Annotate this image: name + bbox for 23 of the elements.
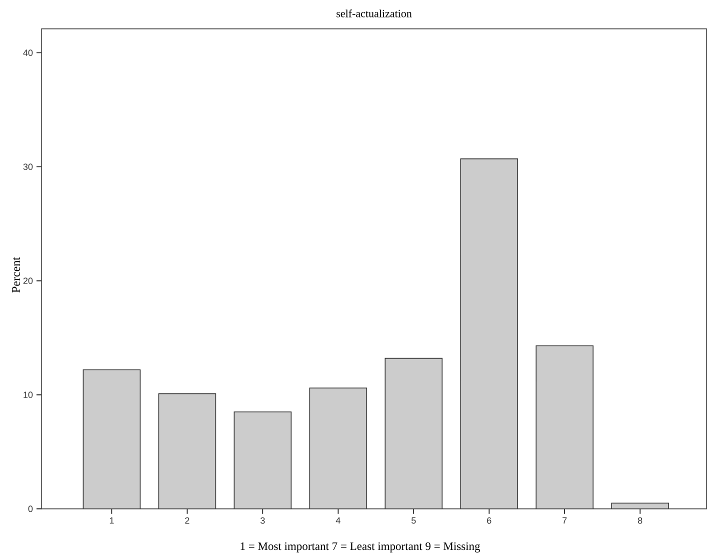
bar (83, 370, 140, 509)
text: 1 = Most important 7 = Least important 9 = Missing (240, 542, 480, 552)
y-tick-label: 20 (23, 278, 33, 284)
y-tick-label: 10 (24, 392, 33, 398)
bar (158, 394, 216, 509)
x-tick-label: 7 (562, 517, 567, 524)
x-tick-label: 1 (110, 517, 114, 524)
x-tick-label: 3 (260, 517, 265, 524)
x-tick-label: 2 (185, 517, 190, 524)
bar (536, 346, 594, 509)
y-axis-title: Percent (12, 257, 20, 293)
bar (385, 358, 442, 509)
y-tick-label: 0 (28, 506, 33, 512)
x-tick-label: 4 (336, 517, 340, 524)
bar (310, 388, 367, 509)
x-tick-label: 6 (487, 517, 492, 524)
chart-title: self-actualization (336, 9, 412, 18)
x-tick-label: 5 (412, 517, 416, 524)
bar (234, 412, 292, 509)
y-tick-label: 30 (23, 164, 33, 170)
x-tick-label: 8 (638, 517, 642, 524)
y-tick-label: 40 (23, 50, 33, 56)
bar (460, 158, 518, 509)
